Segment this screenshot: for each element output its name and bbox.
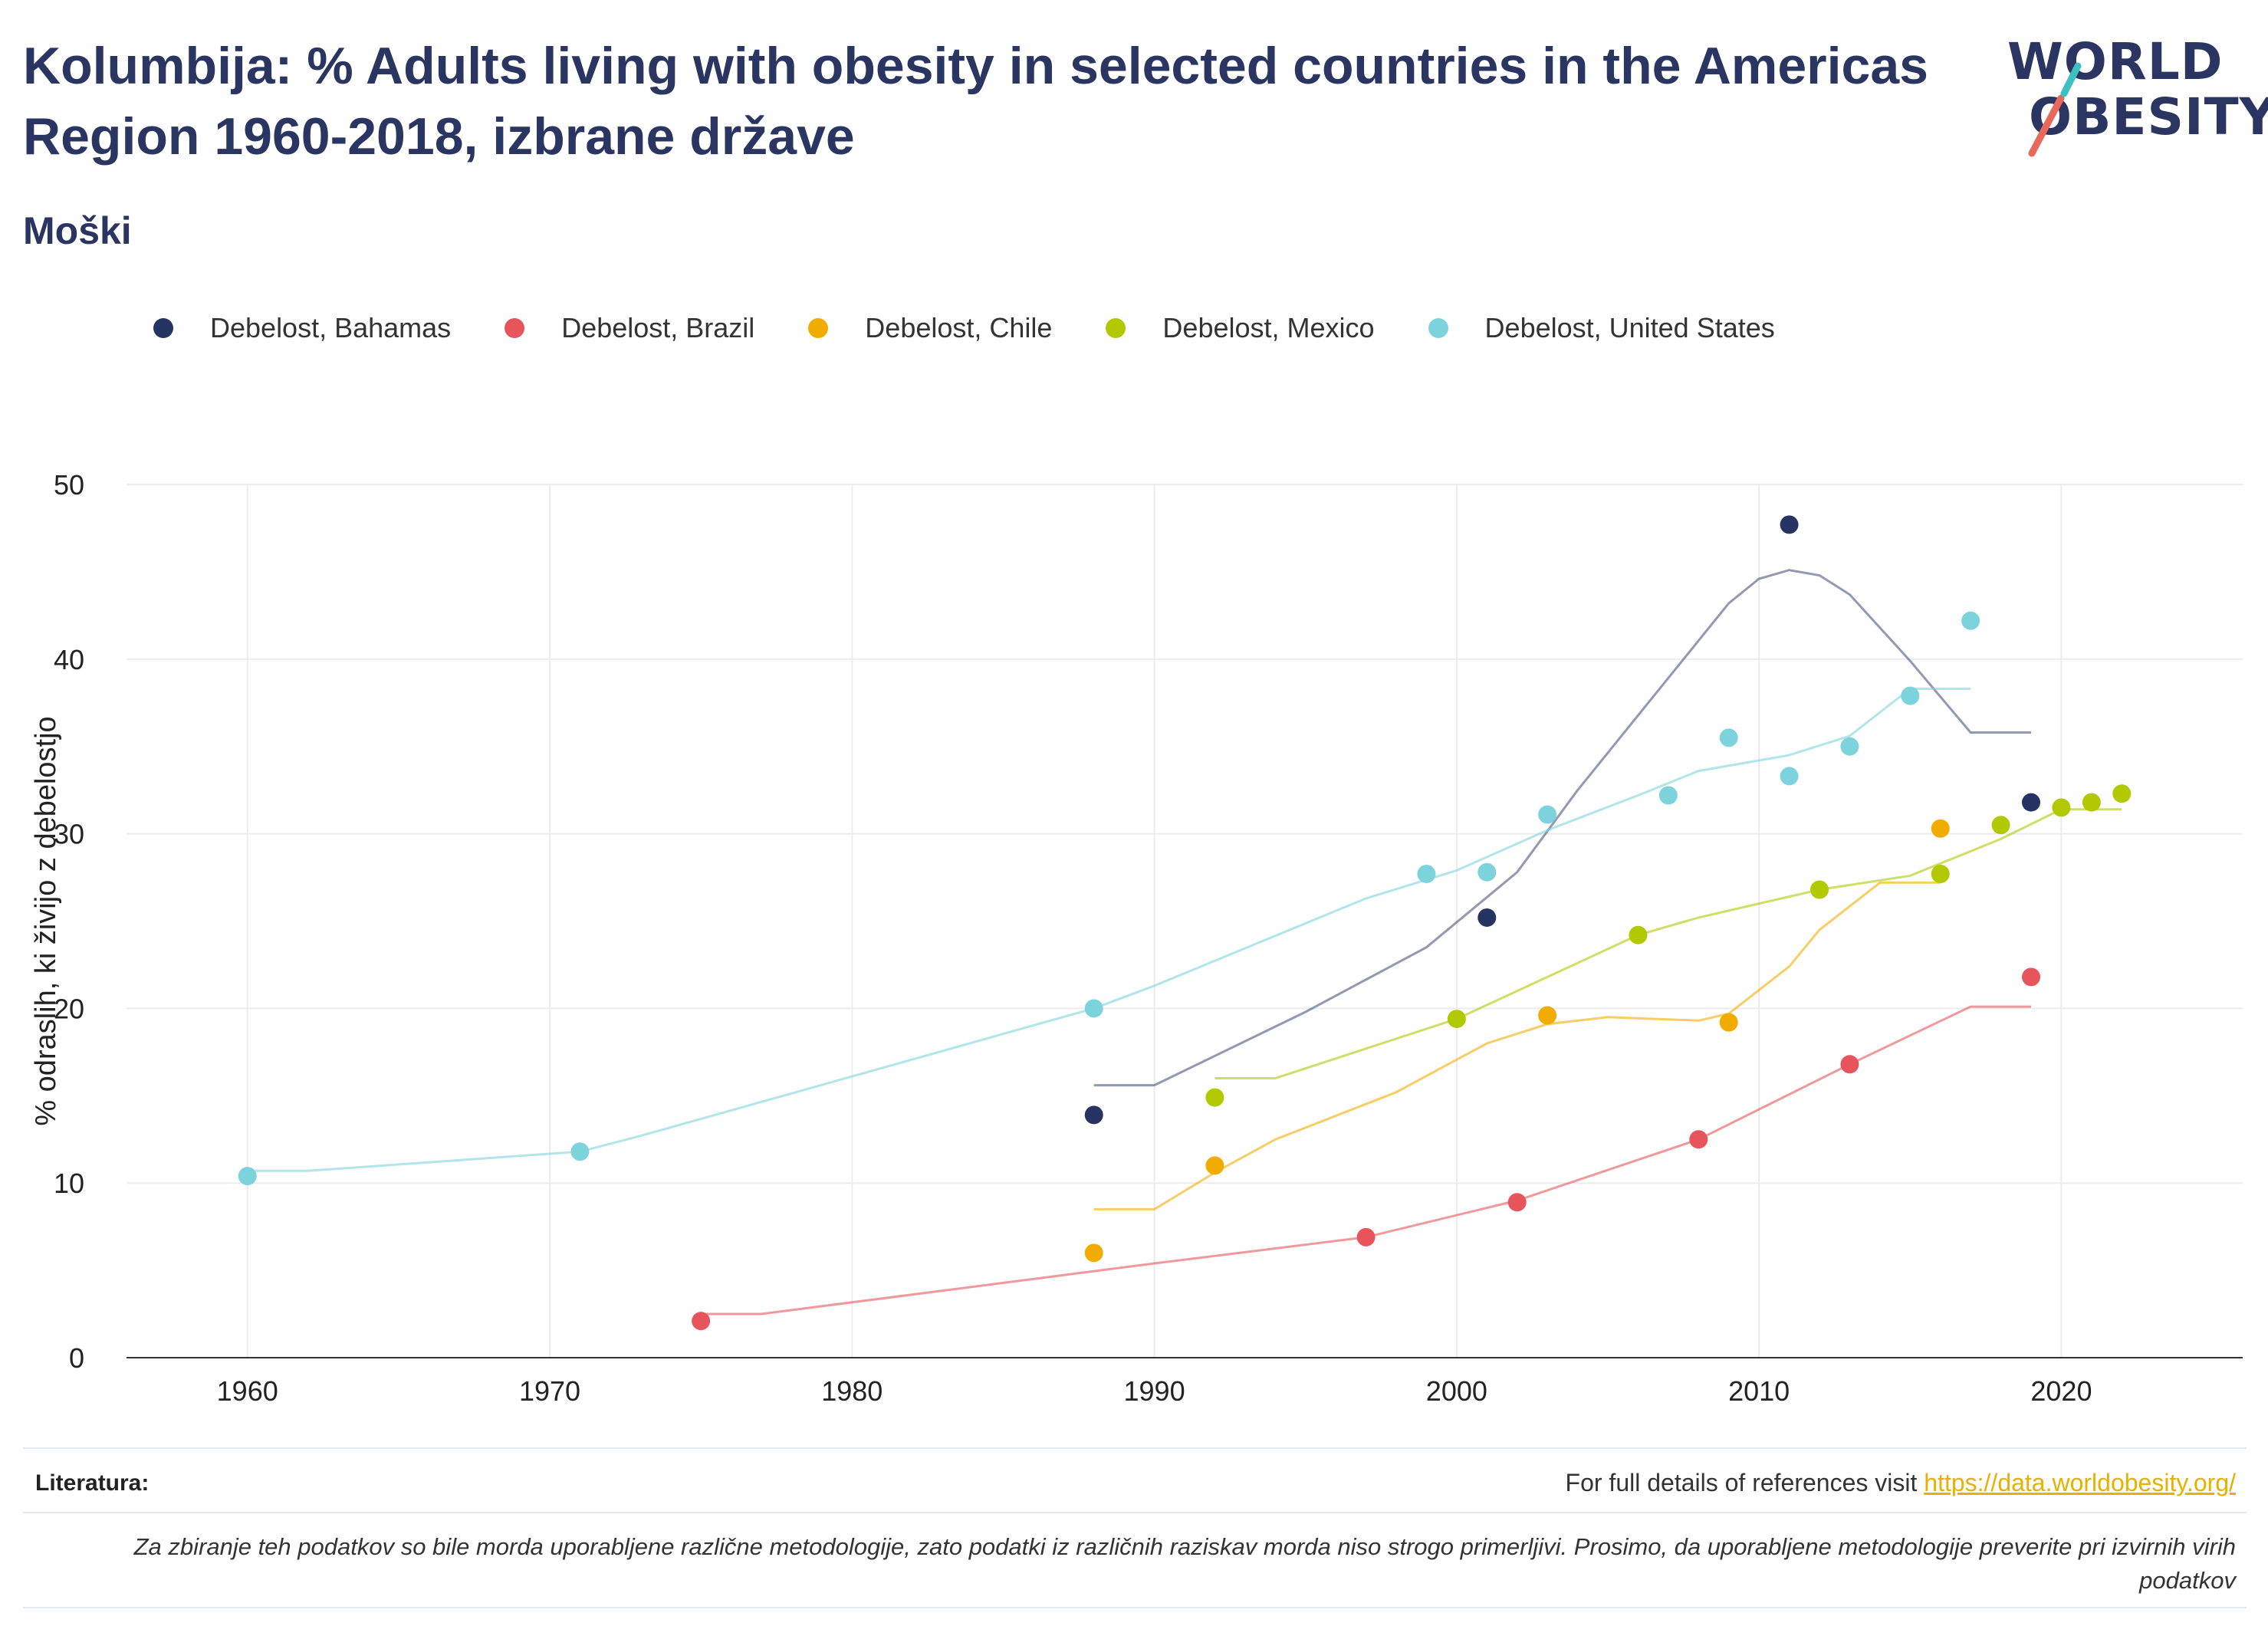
chart-legend: Debelost, Bahamas Debelost, Brazil Debel…: [153, 305, 1829, 351]
data-point: [1084, 1243, 1103, 1263]
legend-dot: [808, 318, 829, 338]
legend-dot: [1428, 318, 1448, 338]
x-tick-label: 2000: [1426, 1375, 1487, 1407]
data-point: [2052, 798, 2071, 817]
methodology-note: Za zbiranje teh podatkov so bile morda u…: [133, 1533, 2236, 1594]
data-point: [1417, 864, 1436, 883]
y-axis-label: % odraslih, ki živijo z debelostjo: [30, 716, 62, 1125]
data-point: [1780, 767, 1799, 786]
legend-label: Debelost, Bahamas: [210, 312, 452, 343]
data-point: [1658, 786, 1678, 805]
data-point: [1629, 925, 1648, 944]
series-trend-line: [247, 688, 1971, 1172]
legend-label: Debelost, United States: [1484, 312, 1775, 343]
footer-divider: [23, 1447, 2247, 1449]
data-point: [1719, 1013, 1738, 1032]
y-tick-label: 20: [54, 993, 84, 1024]
series-trend-line: [1093, 881, 1941, 1210]
data-point: [1356, 1227, 1376, 1247]
x-tick-label: 2020: [2030, 1375, 2092, 1407]
data-point: [2112, 784, 2132, 803]
data-point: [1477, 908, 1497, 927]
x-tick-label: 1980: [821, 1375, 883, 1407]
y-tick-label: 10: [54, 1168, 84, 1199]
logo-line-2: OBESITY: [2029, 87, 2268, 146]
y-tick-label: 0: [69, 1342, 84, 1374]
legend-item-chile[interactable]: Debelost, Chile: [808, 312, 1052, 344]
legend-item-united-states[interactable]: Debelost, United States: [1428, 312, 1775, 344]
legend-label: Debelost, Brazil: [561, 312, 755, 343]
references-text: For full details of references visit htt…: [1566, 1469, 2236, 1497]
x-tick-label: 2010: [1728, 1375, 1790, 1407]
data-point: [1689, 1130, 1708, 1149]
logo-slash-icon: [2028, 62, 2082, 157]
series-trend-line: [1093, 569, 2031, 1087]
data-point: [692, 1312, 711, 1331]
legend-label: Debelost, Mexico: [1162, 312, 1375, 343]
chart-plot-area: 0 10 20 30 40 50 1960 1970 1980 1990 2000 2010 2020%…: [30, 469, 2243, 1407]
data-point: [1840, 1055, 1859, 1074]
data-point: [1538, 1006, 1557, 1025]
data-point: [2022, 793, 2040, 812]
series-trend-line: [1215, 808, 2122, 1079]
legend-item-brazil[interactable]: Debelost, Brazil: [505, 312, 754, 344]
data-point: [2082, 793, 2101, 812]
legend-item-bahamas[interactable]: Debelost, Bahamas: [153, 312, 451, 344]
page-title: Kolumbija: % Adults living with obesity …: [23, 37, 1928, 166]
data-point: [1780, 515, 1799, 534]
data-point: [1507, 1193, 1527, 1212]
references-prefix: For full details of references visit: [1565, 1469, 1925, 1496]
chart-subtitle: Moški: [23, 209, 132, 252]
legend-label: Debelost, Chile: [865, 312, 1053, 343]
legend-dot: [505, 318, 525, 338]
data-point: [1961, 611, 1980, 630]
data-point: [1205, 1156, 1224, 1175]
world-obesity-logo[interactable]: WORLD OBESITY: [2001, 32, 2268, 167]
legend-item-mexico[interactable]: Debelost, Mexico: [1106, 312, 1375, 344]
references-label: Literatura:: [35, 1470, 150, 1496]
data-point: [1901, 686, 1920, 705]
footer-divider: [23, 1512, 2247, 1513]
data-point: [1931, 864, 1950, 883]
legend-dot: [153, 318, 173, 338]
data-point: [238, 1167, 257, 1186]
x-tick-label: 1990: [1124, 1375, 1185, 1407]
references-link[interactable]: https://data.worldobesity.org/: [1924, 1469, 2236, 1496]
y-tick-label: 50: [54, 469, 84, 501]
data-point: [1084, 999, 1103, 1018]
x-tick-label: 1970: [519, 1375, 580, 1407]
data-point: [2022, 967, 2040, 987]
data-point: [1991, 816, 2010, 835]
data-point: [1840, 737, 1859, 756]
data-point: [1719, 728, 1738, 747]
data-point: [1447, 1010, 1466, 1029]
data-point: [1810, 880, 1829, 899]
data-point: [1477, 862, 1497, 882]
data-point: [1205, 1088, 1224, 1107]
series-trend-line: [701, 1005, 2031, 1316]
legend-dot: [1106, 318, 1126, 338]
data-point: [1084, 1105, 1103, 1125]
x-tick-label: 1960: [217, 1375, 278, 1407]
y-tick-label: 40: [54, 644, 84, 675]
footer-divider: [23, 1607, 2247, 1608]
data-point: [1538, 805, 1557, 824]
data-point: [1931, 819, 1950, 838]
data-point: [570, 1142, 590, 1161]
y-tick-label: 30: [54, 819, 84, 850]
logo-line-1: WORLD: [2007, 32, 2224, 91]
